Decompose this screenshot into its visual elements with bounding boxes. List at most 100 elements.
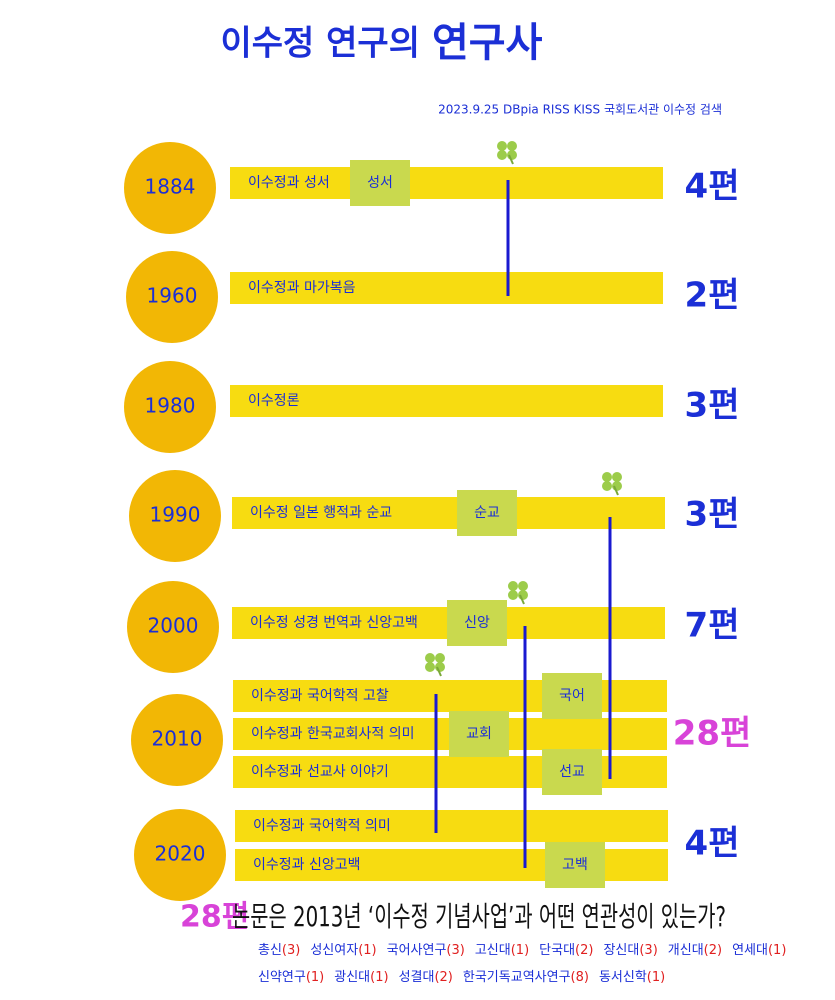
clover-icon	[497, 141, 517, 165]
leaf	[507, 141, 517, 151]
institution-name: 광신대	[334, 970, 370, 985]
leaf	[435, 662, 445, 672]
institution-name: 개신대	[668, 943, 704, 958]
year: 1980	[145, 394, 196, 418]
count: 28편	[673, 714, 752, 754]
institution-count: (1)	[370, 970, 388, 985]
tag-box	[447, 600, 507, 646]
institution-count: (2)	[704, 943, 722, 958]
tag: 순교	[474, 505, 500, 521]
leaf	[435, 653, 445, 663]
tag: 신앙	[464, 615, 490, 631]
stem	[508, 154, 514, 165]
count: 3편	[685, 495, 740, 535]
tag-box	[457, 490, 517, 536]
leaf	[602, 472, 612, 482]
institution-list: 총신(3) 성신여자(1) 국어사연구(3) 고신대(1) 단국대(2) 장신대(3) 개신…	[258, 943, 786, 958]
tag-box	[545, 842, 605, 888]
year-circle	[131, 694, 223, 786]
leaf	[612, 481, 622, 491]
year: 2020	[155, 842, 206, 866]
institution-name: 성결대	[399, 970, 435, 985]
connectors	[434, 180, 612, 868]
topic: 이수정 일본 행적과 순교	[250, 505, 392, 521]
year: 1990	[150, 503, 201, 527]
topic: 이수정론	[248, 393, 300, 409]
leaf	[425, 653, 435, 663]
institution-count: (8)	[571, 970, 589, 985]
question-count: 28편	[180, 900, 249, 935]
institution-name: 한국기독교역사연구	[463, 970, 571, 985]
tag: 선교	[559, 764, 585, 780]
institution-count: (2)	[434, 970, 452, 985]
year-circle	[126, 251, 218, 343]
leaf	[602, 481, 612, 491]
tag: 고백	[562, 857, 588, 873]
clover-icon	[508, 581, 528, 605]
clover-icon	[425, 653, 445, 677]
institution-count: (1)	[306, 970, 324, 985]
tag: 교회	[466, 726, 492, 742]
question: 논문은 2013년 ‘이수정 기념사업’과 어떤 연관성이 있는가?	[232, 900, 726, 933]
source: 2023.9.25 DBpia RISS KISS 국회도서관 이수정 검색	[438, 103, 722, 117]
title-emphasis: 연구사	[432, 20, 543, 66]
leaf	[425, 662, 435, 672]
tag: 국어	[559, 688, 585, 704]
title: 이수정 연구의	[220, 24, 420, 64]
topic: 이수정과 신앙고백	[253, 857, 361, 873]
institution-name: 신약연구	[258, 970, 306, 985]
institution-name: 장신대	[603, 943, 639, 958]
clover-icon	[602, 472, 622, 496]
institution-count: (1)	[768, 943, 786, 958]
leaf	[518, 590, 528, 600]
count: 3편	[685, 386, 740, 426]
leaf	[508, 581, 518, 591]
topic: 이수정과 국어학적 의미	[253, 818, 391, 834]
institution-count: (3)	[282, 943, 300, 958]
topic-bar	[235, 810, 668, 842]
tag-box	[350, 160, 410, 206]
institution-count: (3)	[639, 943, 657, 958]
topic-bar	[230, 167, 663, 199]
institution-name: 동서신학	[599, 970, 647, 985]
year-circle	[127, 581, 219, 673]
topic-bar	[230, 385, 663, 417]
institution-name: 총신	[258, 943, 282, 958]
year-circle	[129, 470, 221, 562]
topic: 이수정과 마가복음	[248, 280, 356, 296]
institution-count: (1)	[358, 943, 376, 958]
count: 4편	[685, 167, 740, 207]
leaf	[507, 150, 517, 160]
topic: 이수정 성경 번역과 신앙고백	[250, 615, 418, 631]
topic-bar	[230, 272, 663, 304]
year: 2000	[148, 614, 199, 638]
leaf	[508, 590, 518, 600]
tag: 성서	[367, 175, 393, 191]
tag-box	[449, 711, 509, 757]
institution-list: 신약연구(1) 광신대(1) 성결대(2) 한국기독교역사연구(8) 동서신학(1)	[258, 970, 665, 985]
topic: 이수정과 한국교회사적 의미	[251, 726, 414, 742]
institution-count: (1)	[647, 970, 665, 985]
year-circle	[124, 361, 216, 453]
year-circle	[134, 809, 226, 901]
tag-box	[542, 673, 602, 719]
topic: 이수정과 선교사 이야기	[251, 764, 389, 780]
topic-bar	[232, 497, 665, 529]
leaf	[497, 150, 507, 160]
institution-count: (2)	[575, 943, 593, 958]
institution-name: 성신여자	[310, 943, 358, 958]
year: 2010	[152, 727, 203, 751]
stem	[613, 485, 619, 496]
institution-name: 고신대	[475, 943, 511, 958]
stem	[436, 666, 442, 677]
year: 1960	[147, 284, 198, 308]
institution-name: 연세대	[732, 943, 768, 958]
institution-count: (1)	[511, 943, 529, 958]
leaf	[612, 472, 622, 482]
institution-name: 국어사연구	[387, 943, 447, 958]
leaf	[518, 581, 528, 591]
count: 2편	[685, 276, 740, 316]
topic: 이수정과 성서	[248, 175, 330, 191]
institution-count: (3)	[446, 943, 464, 958]
